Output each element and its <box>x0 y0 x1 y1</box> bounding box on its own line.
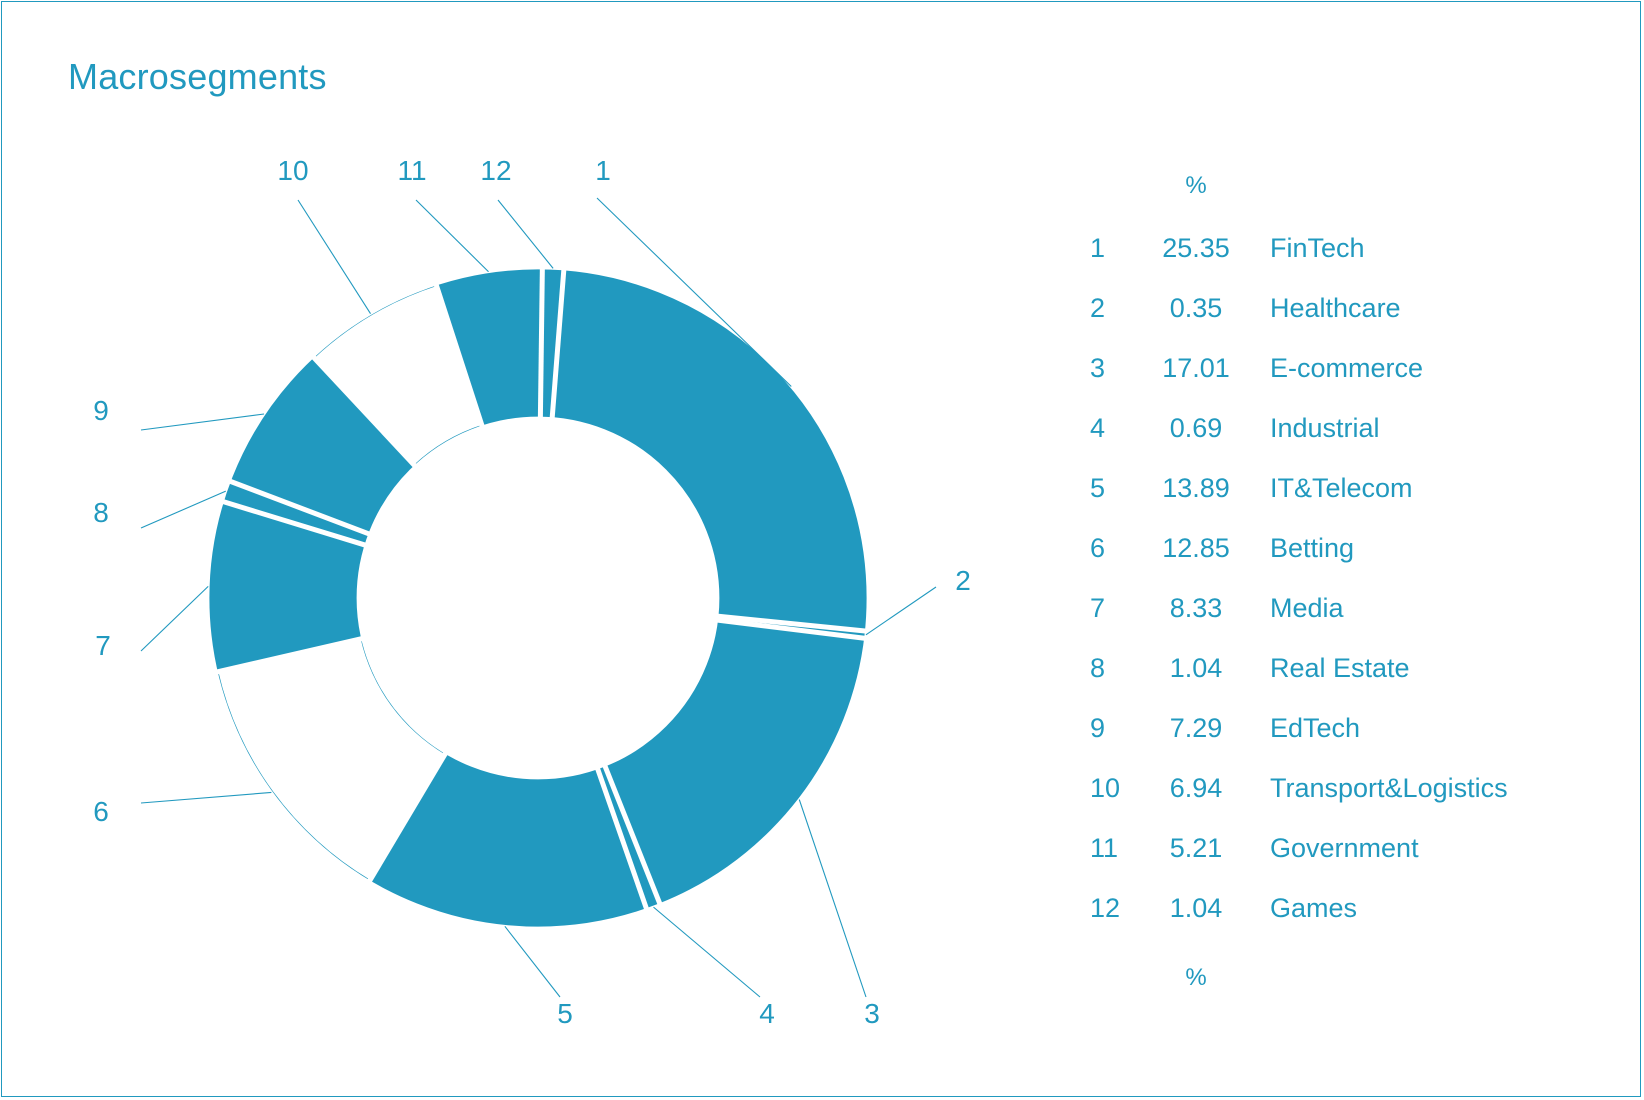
slice-label-4: 4 <box>759 998 775 1029</box>
slice-separator <box>537 267 545 419</box>
slice-label-11: 11 <box>397 155 426 186</box>
slice-separator <box>221 499 367 548</box>
donut-slice-8 <box>224 481 368 545</box>
slice-label-5: 5 <box>557 998 573 1029</box>
slice-separator <box>228 478 371 537</box>
slice-separator <box>367 751 449 883</box>
leader-line-7 <box>140 585 209 652</box>
leader-line-3 <box>798 799 867 998</box>
leader-line-11 <box>415 199 489 273</box>
donut-slice-7 <box>209 501 364 672</box>
slice-label-8: 8 <box>93 497 109 528</box>
slice-separator <box>602 764 663 906</box>
slice-label-6: 6 <box>93 796 109 827</box>
leader-line-12 <box>497 199 554 269</box>
leader-line-2 <box>865 586 937 636</box>
donut-slice-3 <box>605 620 864 903</box>
leader-line-9 <box>140 413 265 431</box>
donut-slice-1 <box>552 271 866 631</box>
donut-slice-4 <box>597 767 660 908</box>
slice-label-12: 12 <box>480 155 511 186</box>
slice-label-3: 3 <box>864 998 880 1029</box>
slice-label-1: 1 <box>595 155 611 186</box>
slice-separator <box>549 268 567 419</box>
leader-line-10 <box>297 199 371 314</box>
donut-slice-12 <box>540 270 564 417</box>
slice-label-7: 7 <box>95 630 111 661</box>
donut-slice-10 <box>314 286 482 465</box>
slice-label-9: 9 <box>93 395 109 426</box>
donut-inner-outline <box>355 415 721 781</box>
slice-separator <box>716 613 867 634</box>
slice-label-2: 2 <box>955 565 971 596</box>
leader-line-1 <box>596 197 792 387</box>
leader-line-6 <box>140 791 272 804</box>
slice-separator <box>311 354 418 469</box>
slice-separator <box>716 617 866 641</box>
donut-slice-6 <box>218 638 445 880</box>
slice-separator <box>433 283 485 428</box>
slice-separator <box>215 635 364 675</box>
leader-line-5 <box>504 925 561 998</box>
leader-line-4 <box>653 906 761 998</box>
leader-line-8 <box>140 490 226 529</box>
chart-title: Macrosegments <box>68 56 327 97</box>
donut-slice-9 <box>231 358 414 534</box>
slice-separator <box>594 767 650 911</box>
donut-slice-5 <box>370 754 647 926</box>
slice-label-10: 10 <box>277 155 308 186</box>
donut-slice-11 <box>436 270 543 425</box>
